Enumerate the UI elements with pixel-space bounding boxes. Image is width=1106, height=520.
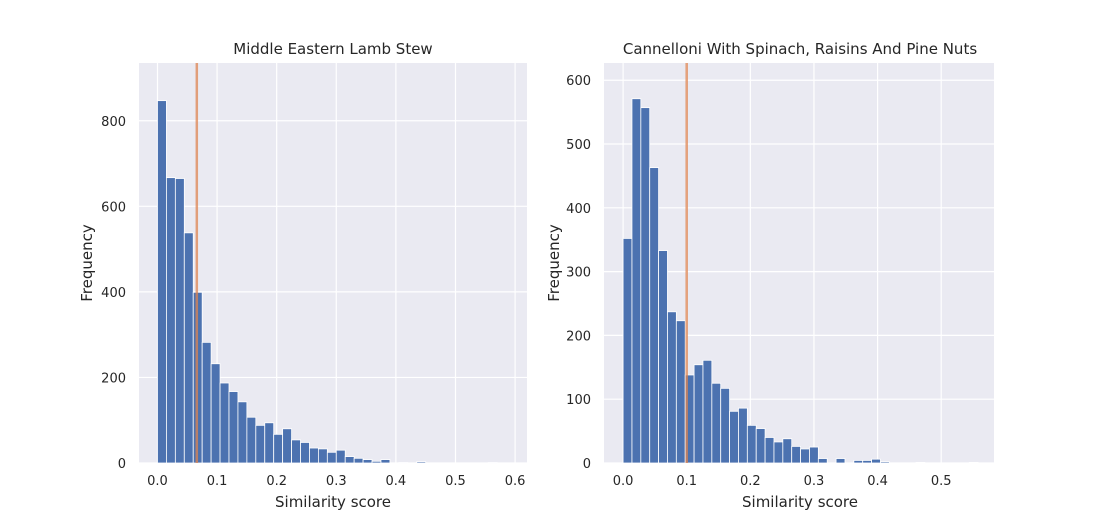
left-xtick-label: 0.2: [266, 474, 287, 489]
right-histogram-bar: [702, 359, 713, 464]
left-histogram-bar: [353, 457, 364, 464]
right-histogram-bar: [764, 437, 775, 464]
left-chart-title: Middle Eastern Lamb Stew: [233, 40, 432, 58]
left-xtick-label: 0.0: [147, 474, 168, 489]
left-histogram-bar: [291, 439, 301, 464]
left-xtick-label: 0.1: [207, 474, 228, 489]
subplot-right: 0.0 0.1 0.2 0.3 0.4 0.5 0 100 200 300 400 500 600 C…: [545, 40, 994, 511]
left-histogram-bar: [273, 433, 284, 464]
left-xtick-label: 0.5: [445, 474, 466, 489]
left-histogram-bar: [300, 442, 310, 464]
left-histogram-bar: [335, 449, 346, 464]
left-ytick-label: 800: [101, 115, 126, 130]
right-histogram-bar: [711, 382, 722, 464]
right-histogram-bar: [880, 461, 890, 464]
right-histogram-bar: [693, 364, 704, 464]
right-xtick-labels: 0.0 0.1 0.2 0.3 0.4 0.5: [613, 474, 952, 489]
right-xtick-label: 0.2: [740, 474, 761, 489]
left-xtick-label: 0.4: [386, 474, 407, 489]
left-ytick-label: 0: [118, 457, 126, 472]
left-histogram-bar: [326, 451, 337, 464]
right-histogram-bar: [738, 407, 748, 464]
left-y-axis-label: Frequency: [78, 224, 96, 302]
right-ytick-label: 0: [583, 457, 591, 472]
right-histogram-bar: [968, 461, 979, 464]
right-histogram-bar: [862, 460, 872, 464]
left-histogram-bar: [416, 461, 427, 464]
right-histogram-bar: [729, 410, 739, 464]
right-histogram-bar: [800, 448, 810, 464]
right-histogram-bar: [835, 458, 846, 464]
right-histogram-bar: [622, 238, 633, 464]
left-histogram-bar: [237, 401, 248, 464]
left-xtick-labels: 0.0 0.1 0.2 0.3 0.4 0.5 0.6: [147, 474, 525, 489]
right-xtick-label: 0.0: [613, 474, 634, 489]
right-histogram-bar: [871, 458, 881, 464]
right-histogram-bar: [773, 441, 784, 464]
subplot-left: 0.0 0.1 0.2 0.3 0.4 0.5 0.6 0 200 400 600 800 Midd…: [78, 40, 527, 511]
right-histogram-bar: [853, 460, 864, 464]
right-y-axis-label: Frequency: [545, 224, 563, 302]
right-ytick-label: 500: [566, 138, 591, 153]
left-histogram-bar: [344, 456, 355, 464]
right-x-axis-label: Similarity score: [742, 493, 858, 511]
right-histogram-bar: [915, 461, 926, 464]
left-histogram-bar: [183, 232, 194, 464]
left-histogram-bar: [282, 428, 292, 464]
left-histogram-bar: [174, 178, 185, 464]
right-xtick-label: 0.3: [804, 474, 825, 489]
left-histogram-bar: [398, 462, 409, 464]
right-histogram-bar: [631, 98, 642, 464]
right-ytick-label: 200: [566, 329, 591, 344]
right-histogram-bar: [782, 438, 793, 464]
right-xtick-label: 0.4: [867, 474, 888, 489]
left-histogram-bar: [201, 341, 212, 464]
left-histogram-bar: [371, 460, 382, 464]
right-histogram-bar: [817, 458, 828, 464]
left-histogram-bar: [157, 100, 167, 464]
left-histogram-bar: [228, 391, 239, 464]
right-chart-title: Cannelloni With Spinach, Raisins And Pin…: [623, 40, 977, 58]
right-histogram-bar: [667, 311, 677, 464]
left-ytick-label: 600: [101, 200, 126, 215]
right-xtick-label: 0.1: [676, 474, 697, 489]
right-histogram-bar: [675, 320, 686, 464]
left-histogram-bar: [317, 448, 328, 464]
left-histogram-bar: [210, 363, 221, 464]
left-x-axis-label: Similarity score: [275, 493, 391, 511]
right-ytick-labels: 0 100 200 300 400 500 600: [566, 74, 591, 472]
left-xtick-label: 0.6: [505, 474, 526, 489]
left-histogram-bar: [487, 462, 498, 464]
left-ytick-labels: 0 200 400 600 800: [101, 115, 126, 472]
left-ytick-label: 200: [101, 371, 126, 386]
left-histogram-bar: [166, 177, 176, 464]
right-ytick-label: 600: [566, 74, 591, 89]
left-histogram-bar: [264, 422, 275, 464]
left-ytick-label: 400: [101, 286, 126, 301]
right-histogram-bar: [791, 446, 801, 464]
right-histogram-bar: [658, 250, 668, 464]
right-histogram-bar: [649, 167, 659, 464]
right-histogram-bar: [720, 387, 730, 464]
left-histogram-bar: [255, 424, 266, 464]
right-xtick-label: 0.5: [931, 474, 952, 489]
left-histogram-bar: [246, 416, 257, 464]
left-histogram-bar: [219, 382, 230, 464]
left-histogram-bar: [362, 459, 373, 464]
right-ytick-label: 400: [566, 202, 591, 217]
right-histogram-bar: [755, 428, 766, 464]
right-ytick-label: 100: [566, 393, 591, 408]
left-histogram-bar: [380, 459, 391, 464]
right-histogram-bar: [809, 446, 819, 464]
right-histogram-bar: [746, 424, 757, 464]
left-histogram-bar: [309, 447, 319, 464]
right-ytick-label: 300: [566, 266, 591, 281]
right-bars: [622, 98, 979, 464]
left-xtick-label: 0.3: [326, 474, 347, 489]
right-histogram-bar: [640, 107, 651, 464]
